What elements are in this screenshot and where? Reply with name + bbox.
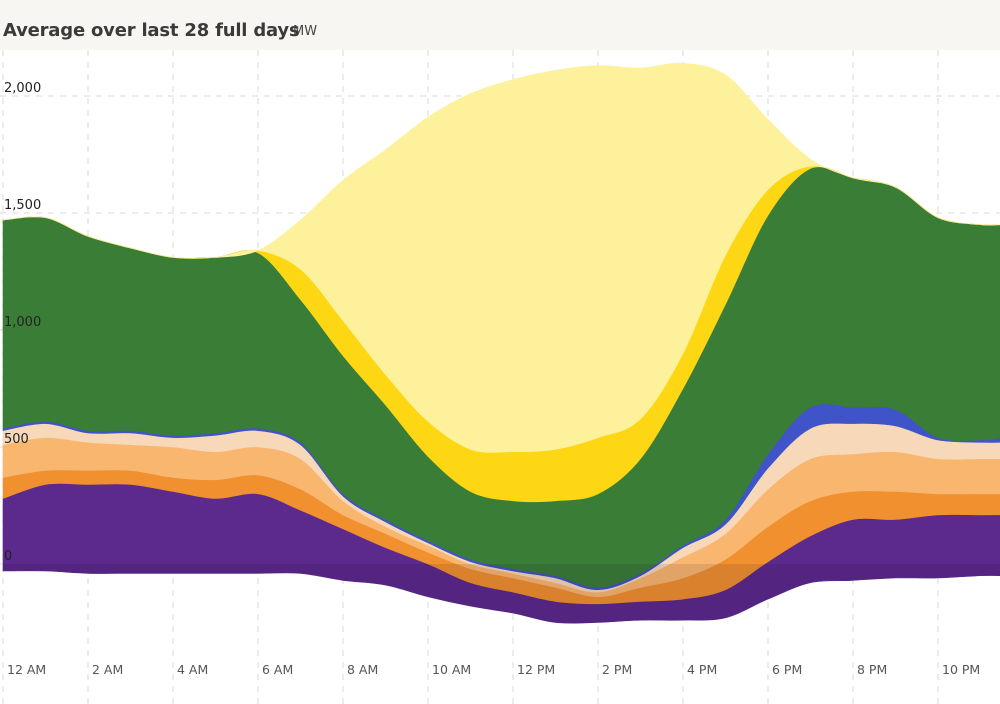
x-tick-label: 12 PM — [517, 662, 555, 677]
y-tick-label: 1,000 — [4, 315, 41, 330]
y-tick-label: 1,500 — [4, 198, 41, 213]
x-tick-label: 8 AM — [347, 662, 378, 677]
y-tick-label: 0 — [4, 549, 12, 564]
x-tick-label: 2 AM — [92, 662, 123, 677]
x-tick-label: 4 AM — [177, 662, 208, 677]
areas — [2, 62, 1000, 624]
chart-title: Average over last 28 full days — [3, 20, 300, 41]
below-zero-shade — [3, 564, 1000, 624]
chart-header: Average over last 28 full days MW — [0, 0, 1000, 50]
x-tick-label: 4 PM — [687, 662, 717, 677]
x-tick-label: 6 AM — [262, 662, 293, 677]
x-axis: 12 AM 2 AM 4 AM 6 AM 8 AM 10 AM 12 PM 2 PM 4 PM 6… — [7, 662, 980, 677]
x-tick-label: 10 AM — [432, 662, 471, 677]
unit-label: MW — [293, 24, 318, 39]
area-series-8 — [2, 62, 1000, 453]
y-tick-label: 2,000 — [4, 81, 41, 96]
x-tick-label: 12 AM — [7, 662, 46, 677]
x-tick-label: 10 PM — [942, 662, 980, 677]
y-tick-label: 500 — [4, 432, 29, 447]
x-tick-label: 2 PM — [602, 662, 632, 677]
x-tick-label: 6 PM — [772, 662, 802, 677]
y-axis: 0 500 1,000 1,500 2,000 — [4, 81, 41, 564]
x-tick-label: 8 PM — [857, 662, 887, 677]
